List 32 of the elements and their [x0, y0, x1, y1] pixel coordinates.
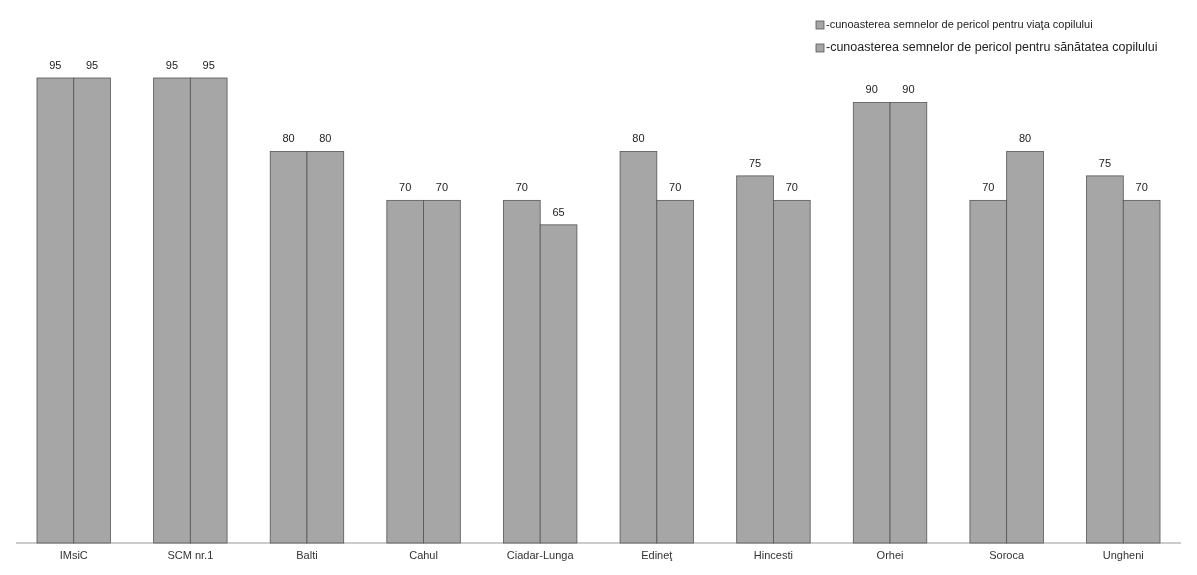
data-label: 90 [865, 83, 878, 96]
data-label: 95 [165, 59, 179, 71]
x-tick-label: Hincesti [753, 549, 793, 561]
data-label: 70 [1135, 181, 1148, 194]
data-label: 70 [399, 181, 412, 194]
data-label: 80 [1018, 132, 1032, 145]
data-label: 75 [748, 156, 762, 169]
x-tick-label: Orhei [876, 549, 904, 561]
data-label: 95 [85, 59, 99, 71]
data-label: 80 [282, 132, 295, 145]
data-label: 80 [632, 132, 645, 145]
data-label: 75 [1098, 156, 1112, 169]
data-label: 70 [435, 181, 449, 194]
x-tick-label: Cahul [409, 549, 438, 561]
data-label: 80 [319, 132, 332, 145]
x-tick-label: Ciadar-Lunga [506, 549, 575, 561]
x-tick-label: Balti [296, 549, 318, 561]
legend-label: -cunoasterea semnelor de pericol pentru viaţa copilului [826, 17, 1093, 30]
x-tick-label: SCM nr.1 [167, 549, 214, 561]
x-tick-label: Soroca [989, 549, 1025, 561]
data-label: 70 [785, 181, 798, 194]
legend-label: -cunoasterea semnelor de pericol pentru sănătatea copilului [826, 40, 1158, 55]
data-label: 70 [669, 181, 682, 194]
x-tick-label: Ungheni [1102, 549, 1144, 561]
data-label: 70 [515, 181, 528, 194]
data-label: 70 [982, 181, 995, 194]
x-tick-label: Edineţ [641, 549, 674, 561]
x-tick-label: IMsiC [59, 549, 88, 561]
data-label: 95 [202, 59, 215, 71]
data-label: 65 [552, 205, 565, 218]
data-label: 95 [49, 59, 62, 71]
data-label: 90 [902, 83, 915, 96]
